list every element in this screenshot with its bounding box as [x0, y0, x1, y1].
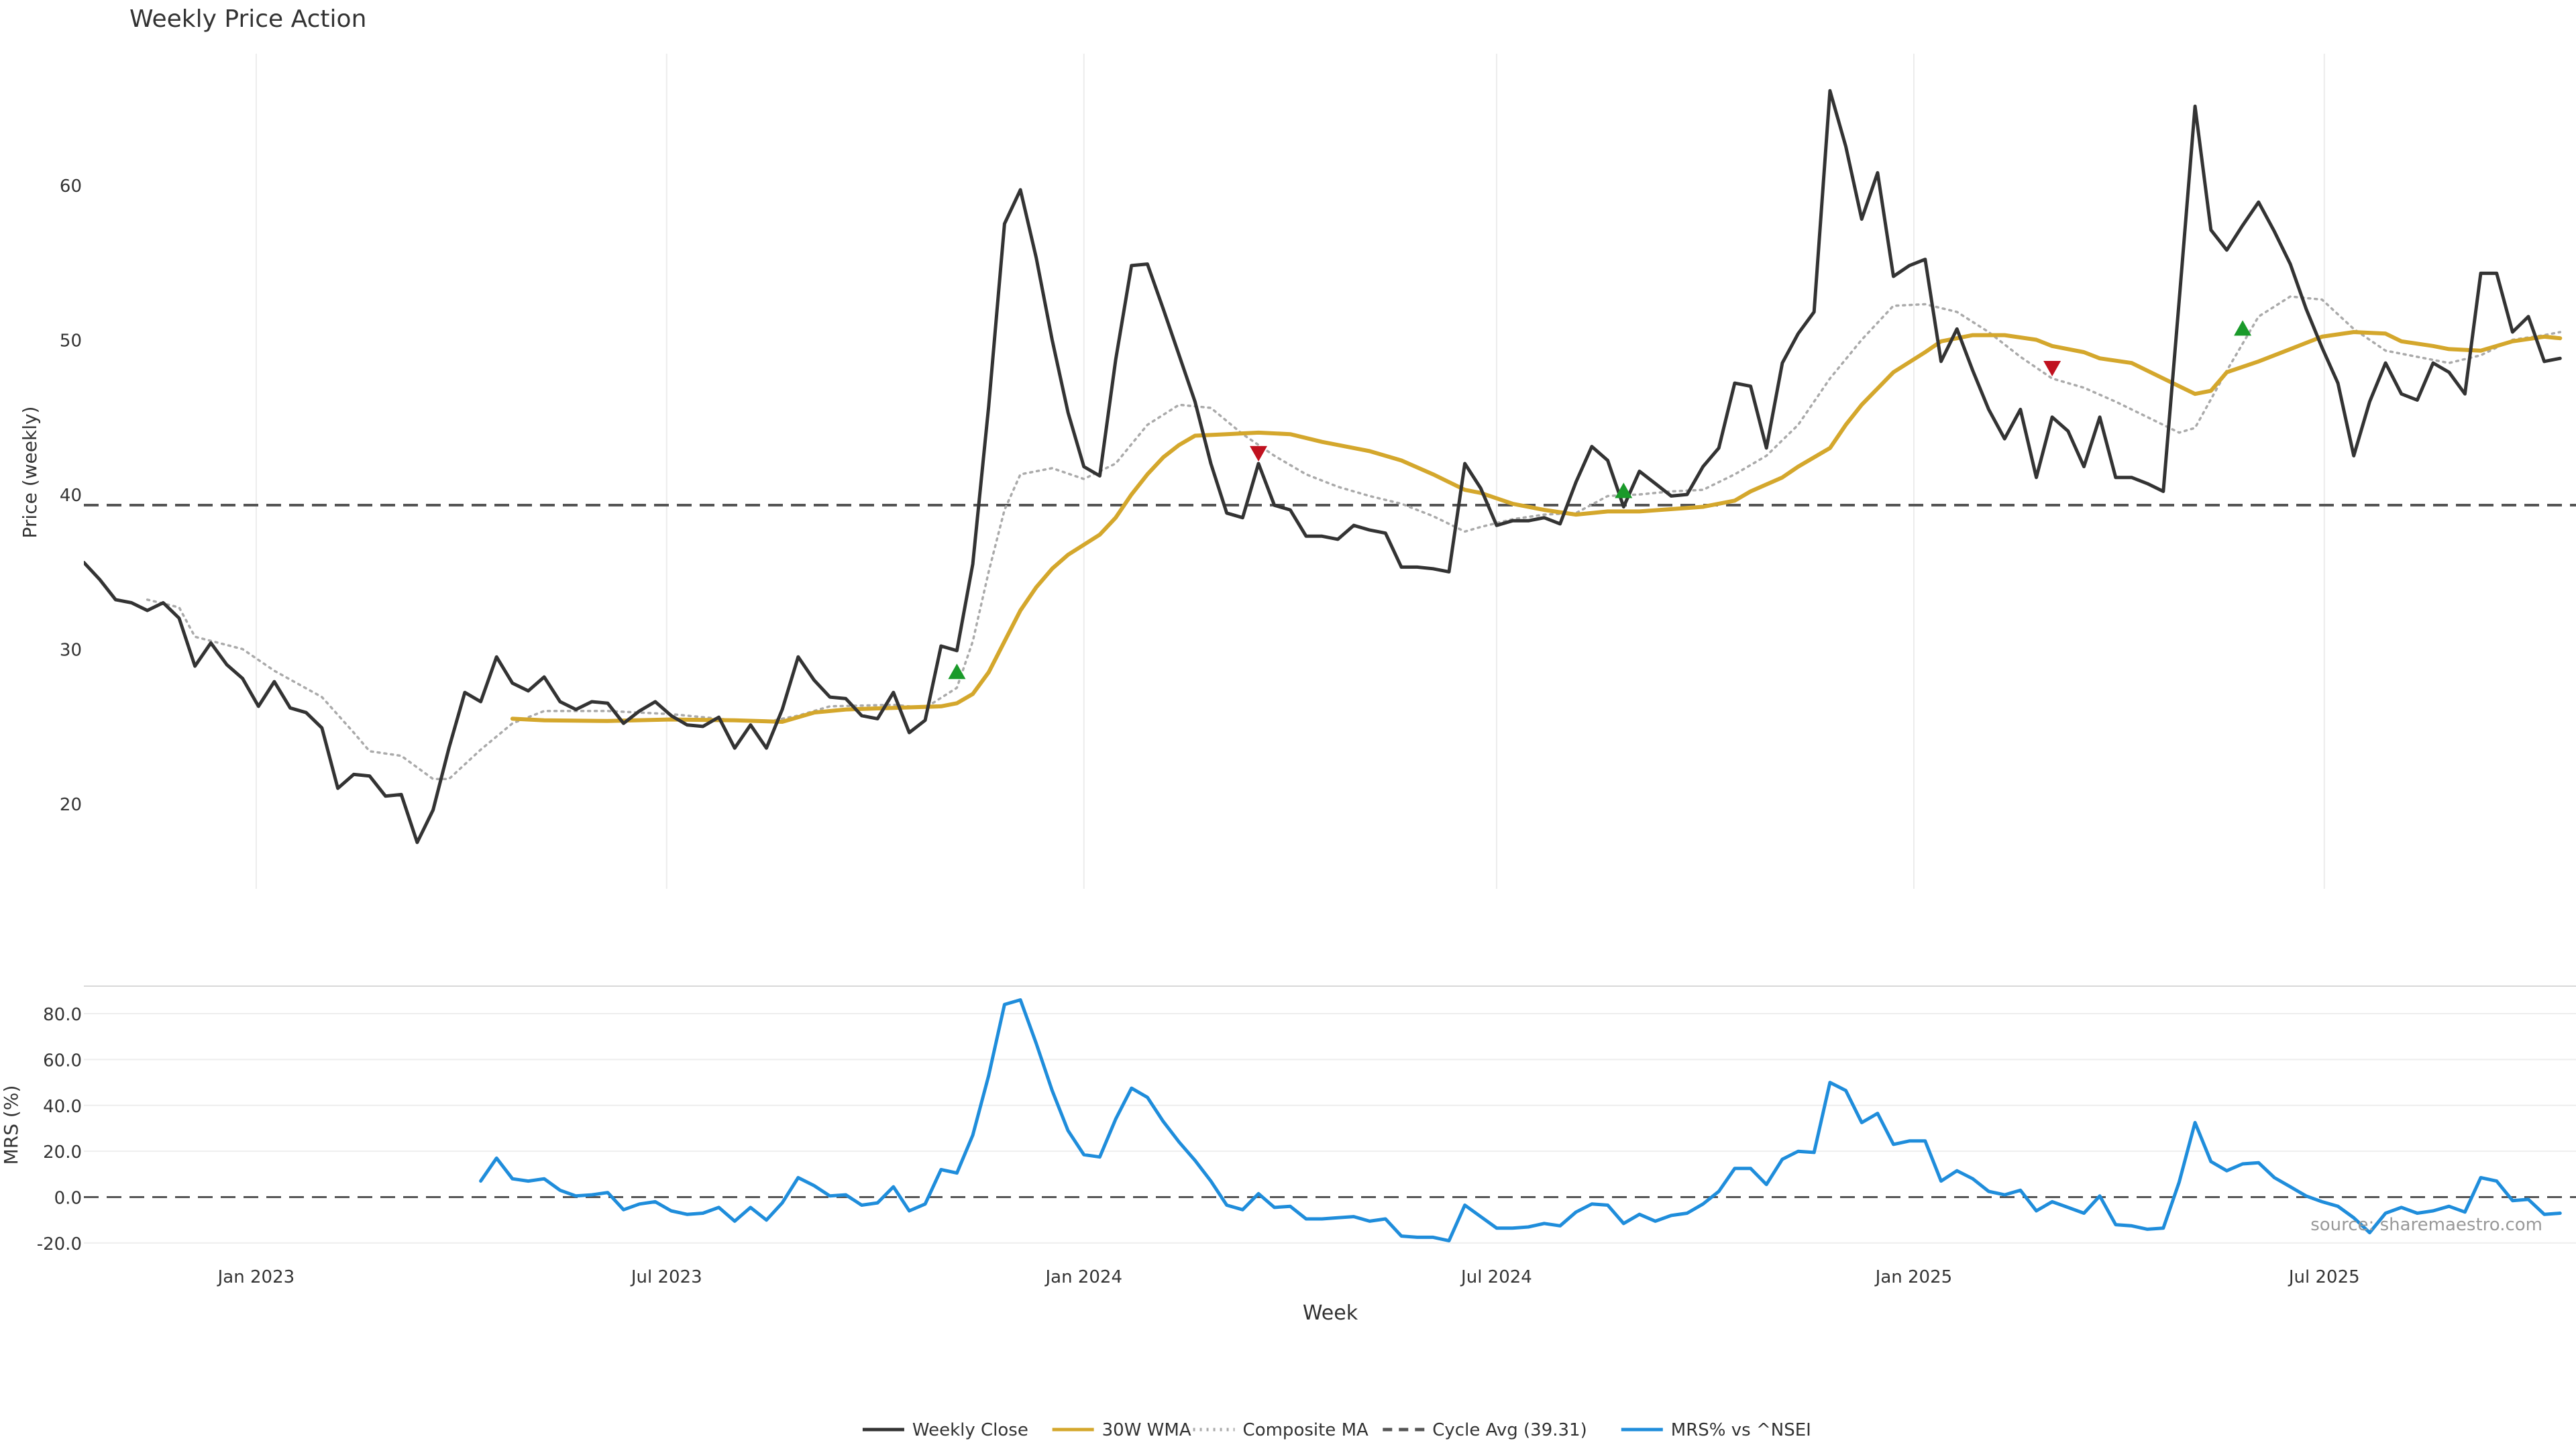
mrs-y-tick-0: -20.0: [37, 1234, 82, 1254]
x-axis-label: Week: [1303, 1301, 1358, 1325]
series-line-weekly-close: [84, 89, 2562, 845]
buy-signal-marker-4: [2234, 320, 2252, 336]
buy-signal-marker-0: [948, 663, 966, 680]
price-y-tick-40: 40: [60, 486, 82, 506]
source-annotation: source: sharemaestro.com: [2310, 1215, 2542, 1235]
legend-label-mrs-vs-nsei: MRS% vs ^NSEI: [1671, 1420, 1811, 1440]
x-tick-jul-2023: Jul 2023: [630, 1267, 702, 1287]
x-tick-jan-2025: Jan 2025: [1874, 1267, 1953, 1287]
x-tick-jul-2025: Jul 2025: [2288, 1267, 2360, 1287]
axis-labels: Weekly Price Action Price (weekly) MRS (…: [0, 5, 2542, 1325]
price-y-axis-label: Price (weekly): [19, 407, 41, 539]
legend-label-30w-wma: 30W WMA: [1102, 1420, 1191, 1440]
mrs-y-tick-1: 0.0: [54, 1189, 82, 1209]
sell-signal-marker-1: [1250, 445, 1268, 462]
legend-label-cycle-avg-39-31: Cycle Avg (39.31): [1432, 1420, 1587, 1440]
reference-lines: [84, 503, 2576, 1199]
mrs-y-tick-4: 60.0: [43, 1051, 82, 1071]
mrs-y-tick-3: 40.0: [43, 1097, 82, 1117]
price-chart-title: Weekly Price Action: [129, 5, 366, 33]
x-tick-jan-2023: Jan 2023: [217, 1267, 295, 1287]
buy-signal-marker-2: [1615, 482, 1633, 498]
price-y-tick-30: 30: [60, 641, 82, 661]
chart-legend: Weekly Close 30W WMA Composite MA Cycle Avg…: [862, 1420, 1811, 1440]
signal-markers: [948, 320, 2252, 680]
legend-label-weekly-close: Weekly Close: [912, 1420, 1028, 1440]
x-tick-jul-2024: Jul 2024: [1460, 1267, 1532, 1287]
legend-label-composite-ma: Composite MA: [1243, 1420, 1368, 1440]
series-layer: [84, 89, 2563, 1242]
series-line-mrs: [479, 998, 2562, 1242]
x-tick-jan-2024: Jan 2024: [1044, 1267, 1122, 1287]
grid-layer: [84, 54, 2576, 1244]
price-y-tick-50: 50: [60, 331, 82, 352]
price-y-tick-20: 20: [60, 795, 82, 815]
price-y-tick-60: 60: [60, 176, 82, 197]
mrs-y-tick-2: 20.0: [43, 1142, 82, 1163]
sell-signal-marker-3: [2043, 361, 2061, 377]
series-line-composite-ma: [146, 295, 2562, 781]
mrs-y-tick-5: 80.0: [43, 1005, 82, 1025]
series-line-30w-wma: [510, 330, 2563, 724]
mrs-y-axis-label: MRS (%): [0, 1085, 22, 1165]
